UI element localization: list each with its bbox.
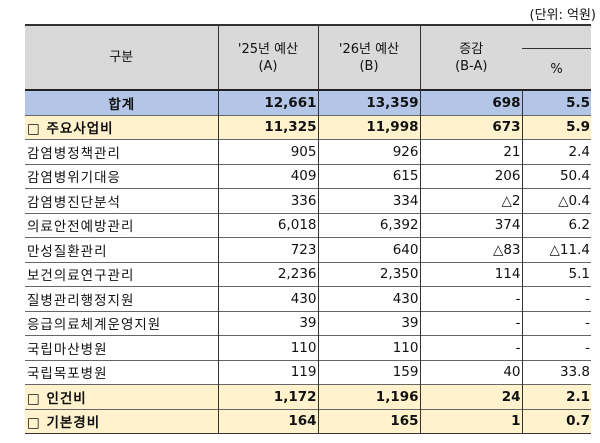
total-row: 합계 12,661 13,359 698 5.5: [25, 89, 591, 115]
cell-budget-25: 409: [217, 163, 318, 189]
cell-change: -: [419, 335, 522, 360]
cell-category: 감염병위기대응: [25, 163, 218, 189]
cell-budget-25: 39: [217, 310, 318, 336]
header-budget-25: '25년 예산 (A): [217, 24, 318, 90]
cell-category: □ 주요사업비: [25, 114, 218, 140]
cell-change: -: [419, 310, 522, 336]
cell-category: □ 인건비: [25, 384, 218, 409]
cell-budget-25: 2,236: [217, 261, 318, 287]
budget-table: 구분 '25년 예산 (A) '26년 예산 (B) 증감 (B-A) % 합계 12,…: [25, 24, 591, 434]
table-row: 국립목포병원 119 159 40 33.8: [25, 359, 591, 385]
cell-budget-25: 164: [217, 408, 318, 434]
cell-budget-25: 11,325: [217, 114, 318, 140]
cell-change: 1: [419, 408, 522, 434]
header-budget-26: '26년 예산 (B): [317, 24, 420, 90]
cell-percent: 2.4: [521, 139, 591, 164]
header-empty: [522, 24, 591, 49]
cell-budget-25: 110: [217, 335, 318, 360]
cell-percent: 5.1: [521, 261, 591, 287]
cell-percent: -: [521, 310, 591, 336]
cell-change: -: [419, 286, 522, 311]
cell-percent: 5.9: [521, 114, 591, 140]
cell-budget-26: 110: [317, 335, 420, 360]
cell-budget-25: 6,018: [217, 212, 318, 238]
cell-percent: -: [521, 286, 591, 311]
cell-budget-26: 926: [317, 139, 420, 164]
cell-budget-26: 159: [317, 359, 420, 385]
cell-change: 206: [419, 163, 522, 189]
cell-budget-25: 336: [217, 188, 318, 213]
cell-budget-25: 723: [217, 237, 318, 262]
cell-budget-25: 119: [217, 359, 318, 385]
table-row: 보건의료연구관리 2,236 2,350 114 5.1: [25, 261, 591, 287]
unit-label: (단위: 억원): [529, 8, 597, 23]
cell-budget-26: 11,998: [317, 114, 420, 140]
table-row: 응급의료체계운영지원 39 39- -: [25, 310, 591, 336]
cell-budget-26: 640: [317, 237, 420, 262]
subtotal-row: □ 인건비 1,172 1,196 24 2.1: [25, 384, 591, 409]
cell-percent: 0.7: [521, 408, 591, 434]
cell-percent: 50.4: [521, 163, 591, 189]
cell-budget-26: 334: [317, 188, 420, 213]
cell-category: □ 기본경비: [25, 408, 218, 434]
cell-category: 국립마산병원: [25, 335, 218, 360]
table-row: 만성질환관리 723 640 △83 △11.4: [25, 237, 591, 262]
cell-percent: 5.5: [521, 89, 591, 115]
cell-percent: △11.4: [521, 237, 591, 262]
cell-budget-25: 12,661: [217, 89, 318, 115]
cell-budget-25: 430: [217, 286, 318, 311]
cell-category: 감염병진단분석: [25, 188, 218, 213]
table-row: 질병관리행정지원 430 430- -: [25, 286, 591, 311]
cell-percent: 33.8: [521, 359, 591, 385]
cell-category: 보건의료연구관리: [25, 261, 218, 287]
cell-change: 673: [419, 114, 522, 140]
cell-percent: △0.4: [521, 188, 591, 213]
cell-budget-26: 13,359: [317, 89, 420, 115]
cell-budget-26: 165: [317, 408, 420, 434]
subtotal-row: □ 주요사업비 11,325 11,998 673 5.9: [25, 114, 591, 140]
cell-change: 40: [419, 359, 522, 385]
cell-change: 114: [419, 261, 522, 287]
cell-change: 21: [419, 139, 522, 164]
cell-category: 의료안전예방관리: [25, 212, 218, 238]
cell-change: 374: [419, 212, 522, 238]
table-row: 감염병정책관리 905 926 21 2.4: [25, 139, 591, 164]
cell-change: 24: [419, 384, 522, 409]
table-row: 의료안전예방관리 6,018 6,392 374 6.2: [25, 212, 591, 238]
cell-percent: -: [521, 335, 591, 360]
cell-category: 감염병정책관리: [25, 139, 218, 164]
subtotal-row: □ 기본경비 164 165 1 0.7: [25, 408, 591, 434]
cell-change: △2: [419, 188, 522, 213]
cell-budget-26: 2,350: [317, 261, 420, 287]
table-row: 감염병위기대응 409 615 206 50.4: [25, 163, 591, 189]
table-row: 감염병진단분석 336 334 △2 △0.4: [25, 188, 591, 213]
cell-budget-26: 1,196: [317, 384, 420, 409]
cell-change: △83: [419, 237, 522, 262]
cell-change: 698: [419, 89, 522, 115]
cell-budget-25: 905: [217, 139, 318, 164]
header-change: 증감 (B-A): [419, 24, 522, 90]
cell-category: 질병관리행정지원: [25, 286, 218, 311]
cell-budget-26: 615: [317, 163, 420, 189]
cell-budget-25: 1,172: [217, 384, 318, 409]
cell-category: 합계: [25, 89, 218, 115]
table-row: 국립마산병원 110 110- -: [25, 335, 591, 360]
cell-budget-26: 39: [317, 310, 420, 336]
cell-percent: 2.1: [521, 384, 591, 409]
header-category: 구분: [25, 24, 218, 90]
cell-category: 국립목포병원: [25, 359, 218, 385]
cell-budget-26: 430: [317, 286, 420, 311]
header-percent: %: [522, 48, 591, 90]
cell-percent: 6.2: [521, 212, 591, 238]
cell-category: 응급의료체계운영지원: [25, 310, 218, 336]
cell-budget-26: 6,392: [317, 212, 420, 238]
cell-category: 만성질환관리: [25, 237, 218, 262]
